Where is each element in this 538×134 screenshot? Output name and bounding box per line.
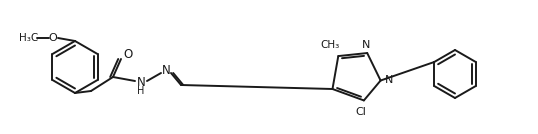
Text: H₃C: H₃C	[19, 33, 39, 43]
Text: CH₃: CH₃	[321, 40, 340, 50]
Text: Cl: Cl	[356, 107, 366, 117]
Text: N: N	[362, 40, 370, 50]
Text: N: N	[385, 75, 393, 85]
Text: H: H	[137, 86, 145, 96]
Text: N: N	[161, 64, 171, 77]
Text: N: N	[137, 77, 145, 90]
Text: O: O	[48, 33, 58, 43]
Text: O: O	[123, 49, 133, 62]
